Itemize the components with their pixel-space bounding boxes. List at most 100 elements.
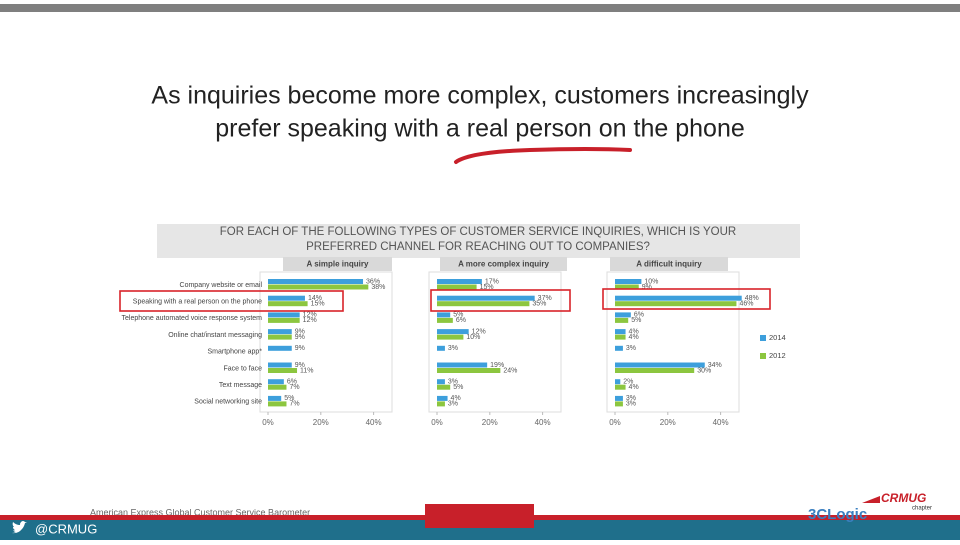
value-label: 36% <box>366 278 380 285</box>
bar <box>437 279 482 284</box>
bar <box>437 362 488 368</box>
highlight-box <box>119 290 344 312</box>
value-label: 10% <box>466 334 480 341</box>
value-label: 19% <box>490 362 504 369</box>
underline-swoosh <box>454 147 632 164</box>
category-label: Social networking site <box>194 399 262 406</box>
bar <box>437 295 535 301</box>
value-label: 48% <box>745 295 759 302</box>
value-label: 15% <box>480 284 494 291</box>
twitter-handle: @CRMUG <box>35 521 97 536</box>
legend-label: 2012 <box>769 351 786 360</box>
x-tick-label: 20% <box>482 418 498 427</box>
value-label: 3% <box>626 395 636 402</box>
value-label: 17% <box>485 278 499 285</box>
bar <box>437 284 477 290</box>
bar <box>615 295 742 301</box>
plot-frame <box>606 271 740 413</box>
bar <box>268 362 292 368</box>
plot-frame <box>428 271 562 413</box>
source: American Express Global Customer Service… <box>90 507 310 517</box>
chart-header: FOR EACH OF THE FOLLOWING TYPES OF CUSTO… <box>220 226 737 238</box>
value-label: 6% <box>634 312 644 319</box>
twitter-icon <box>12 521 27 534</box>
top-bar <box>0 4 960 12</box>
bar <box>268 329 292 335</box>
value-label: 3% <box>626 401 636 408</box>
panel-title-bg <box>610 257 728 271</box>
charts: A simple inquiry 0% 20% 40% Company website … <box>122 257 786 427</box>
bottom-bar <box>0 520 960 540</box>
bar <box>437 312 451 318</box>
bar <box>268 317 300 323</box>
panel-title: A more complex inquiry <box>458 260 549 269</box>
category-label: Company website or email <box>180 282 263 289</box>
x-tick-label: 20% <box>313 418 329 427</box>
bar <box>268 312 300 318</box>
x-tick-label: 40% <box>366 418 382 427</box>
highlight-box <box>430 289 571 312</box>
panel-title: A simple inquiry <box>307 260 369 269</box>
bar <box>437 379 445 385</box>
bar <box>268 379 284 385</box>
bar <box>615 362 705 368</box>
value-label: 15% <box>311 301 325 308</box>
panel-title-bg <box>283 257 392 271</box>
bar <box>615 312 631 318</box>
x-tick-label: 40% <box>535 418 551 427</box>
bar <box>615 384 626 390</box>
bar <box>268 295 305 301</box>
bar <box>615 401 623 407</box>
category-label: Telephone automated voice response syste… <box>122 315 263 322</box>
value-label: 7% <box>289 401 299 408</box>
value-label: 7% <box>289 384 299 391</box>
value-label: 5% <box>284 395 294 402</box>
bar <box>268 345 292 351</box>
value-label: 3% <box>448 345 458 352</box>
bar <box>615 334 626 340</box>
value-label: 37% <box>538 295 552 302</box>
value-label: 6% <box>456 317 466 324</box>
bar <box>615 279 642 284</box>
bar <box>268 401 287 407</box>
bar <box>615 368 695 373</box>
value-label: 4% <box>451 395 461 402</box>
logo-mark <box>862 496 880 503</box>
bar <box>615 317 629 323</box>
logo-chapter: chapter <box>912 506 932 512</box>
chart-header-bg <box>157 224 800 258</box>
slide-title: prefer speaking with a real person on th… <box>215 115 745 143</box>
value-label: 4% <box>629 384 639 391</box>
bar <box>437 334 464 340</box>
legend-swatch <box>760 335 766 341</box>
value-label: 9% <box>295 328 305 335</box>
value-label: 14% <box>308 295 322 302</box>
value-label: 9% <box>295 345 305 352</box>
category-label: Speaking with a real person on the phone <box>133 299 262 306</box>
value-label: 9% <box>295 334 305 341</box>
category-label: Text message <box>219 382 262 389</box>
bar <box>268 384 287 390</box>
bar <box>437 395 448 401</box>
value-label: 6% <box>287 379 297 386</box>
bar <box>437 345 445 351</box>
bar <box>268 284 369 290</box>
category-label: Face to face <box>223 365 262 372</box>
value-label: 46% <box>739 301 753 308</box>
value-label: 3% <box>448 379 458 386</box>
value-label: 12% <box>303 312 317 319</box>
value-label: 35% <box>532 301 546 308</box>
x-tick-label: 20% <box>660 418 676 427</box>
category-label: Smartphone app* <box>208 349 263 356</box>
value-label: 5% <box>631 317 641 324</box>
bar <box>615 379 621 385</box>
logo-crmug: CRMUG <box>881 491 926 505</box>
bar <box>268 279 364 284</box>
legend-label: 2014 <box>769 333 786 342</box>
value-label: 11% <box>300 367 314 374</box>
bar <box>268 395 282 401</box>
bar <box>437 317 453 323</box>
panel-title: A difficult inquiry <box>636 260 702 269</box>
bar <box>615 284 639 290</box>
x-tick-label: 0% <box>262 418 274 427</box>
